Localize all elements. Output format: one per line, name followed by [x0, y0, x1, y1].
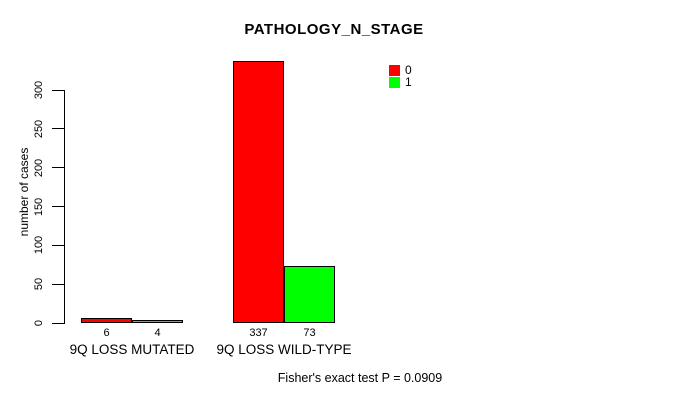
y-axis-label: number of cases: [17, 147, 31, 237]
y-axis-tick: [52, 89, 64, 91]
y-axis-line: [64, 90, 65, 324]
legend-entry: 0: [389, 63, 412, 77]
bar-series-1: [132, 320, 183, 323]
y-axis-tick: [52, 128, 64, 130]
y-axis-tick: [52, 244, 64, 246]
bar-value-label: 337: [249, 327, 268, 339]
y-axis-tick: [52, 167, 64, 169]
caption: Fisher's exact test P = 0.0909: [277, 371, 443, 385]
y-axis-tick: [52, 322, 64, 324]
y-axis-tick: [52, 206, 64, 207]
y-axis-tick-label: 100: [33, 236, 45, 255]
y-axis-tick-label: 250: [33, 119, 45, 139]
category-label: 9Q LOSS WILD-TYPE: [216, 342, 352, 357]
bar-value-label: 6: [103, 327, 110, 339]
y-axis-tick-label: 300: [33, 80, 45, 100]
legend-label: 0: [405, 63, 412, 77]
y-axis-tick-label: 50: [33, 278, 45, 291]
bar-series-0: [81, 318, 132, 323]
legend-label: 1: [405, 75, 412, 89]
bar-series-0: [233, 61, 284, 323]
category-label: 9Q LOSS MUTATED: [69, 342, 195, 357]
bar-value-label: 73: [303, 327, 316, 339]
bar-value-label: 4: [154, 327, 161, 339]
legend-entry: 1: [389, 75, 412, 89]
y-axis-tick-label: 150: [33, 197, 45, 216]
bar-series-1: [284, 266, 335, 323]
chart-title: PATHOLOGY_N_STAGE: [244, 21, 424, 38]
y-axis-tick-label: 0: [33, 319, 45, 327]
legend-swatch: [389, 77, 400, 88]
legend-swatch: [389, 65, 400, 76]
y-axis-tick: [52, 283, 64, 285]
y-axis-tick-label: 200: [33, 158, 45, 177]
